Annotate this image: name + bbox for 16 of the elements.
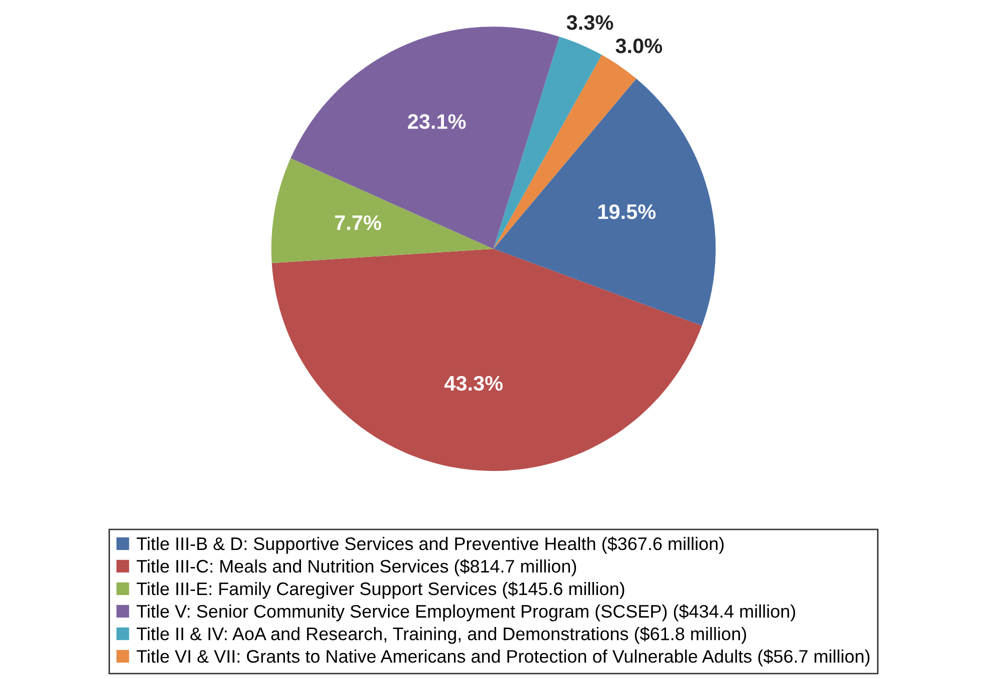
legend-label: Title III-E: Family Caregiver Support Services ($145.6 million) bbox=[136, 582, 624, 599]
data-label: 3.3% bbox=[566, 15, 614, 30]
data-label: 7.7% bbox=[335, 215, 382, 230]
data-label: 43.3% bbox=[444, 376, 503, 391]
data-label: 19.5% bbox=[598, 204, 656, 220]
pie-slice bbox=[272, 248, 702, 471]
data-label: 23.1% bbox=[408, 114, 466, 129]
pie-slice bbox=[290, 26, 560, 249]
data-label: 3.0% bbox=[616, 38, 662, 54]
legend-label: Title III-B & D: Supportive Services and Preventive Health ($367.6 million) bbox=[136, 536, 724, 554]
legend-label: Title V: Senior Community Service Employment Program (SCSEP) ($434.4 million) bbox=[136, 604, 796, 622]
pie-slice bbox=[494, 78, 716, 326]
legend-label: Title III-C: Meals and Nutrition Services ($814.7 million) bbox=[136, 559, 576, 576]
legend-label: Title VI & VII: Grants to Native Americans and Protection of Vulnerable Adults ($56.7 million) bbox=[136, 649, 870, 666]
legend-label: Title II & IV: AoA and Research, Training, and Demonstrations ($61.8 million) bbox=[136, 626, 746, 644]
pie-slice bbox=[271, 158, 494, 264]
